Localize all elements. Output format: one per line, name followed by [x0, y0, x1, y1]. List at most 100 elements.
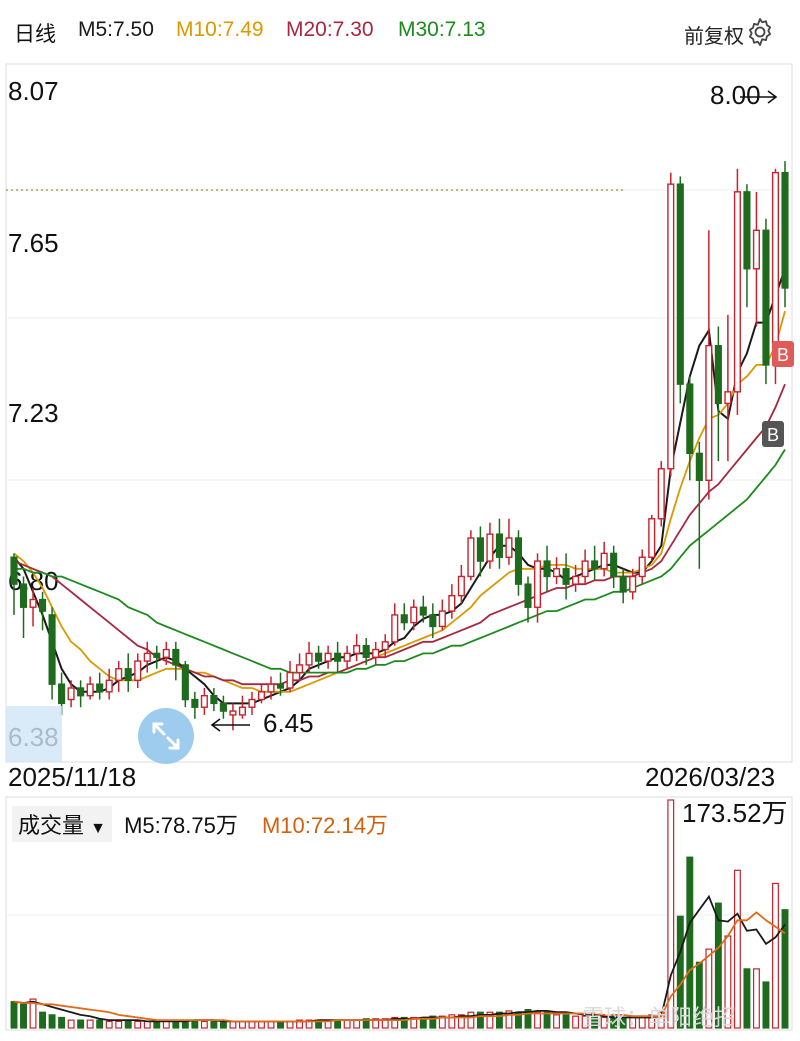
- candle: [172, 641, 180, 681]
- volume-bar: [258, 1020, 265, 1029]
- buy-marker-label: B: [777, 345, 789, 365]
- candle: [610, 545, 618, 588]
- volume-bar: [143, 1020, 151, 1029]
- candle: [10, 553, 18, 615]
- candle: [181, 661, 189, 708]
- candle-body: [714, 344, 722, 405]
- candle: [324, 645, 332, 669]
- candle: [67, 680, 75, 708]
- volume-legend: 成交量 ▼ M5:78.75万 M10:72.14万: [12, 806, 388, 842]
- candle: [124, 653, 132, 692]
- volume-bar: [676, 915, 684, 1029]
- candle-body: [219, 702, 227, 712]
- volume-bar: [124, 1020, 132, 1029]
- candle-body: [191, 698, 199, 708]
- candle-body: [238, 706, 246, 716]
- candle: [591, 545, 599, 581]
- candle-body: [315, 652, 323, 662]
- volume-bar: [105, 1020, 113, 1029]
- volume-bar: [267, 1020, 275, 1029]
- candle-body: [286, 671, 294, 689]
- candle-body: [67, 687, 75, 701]
- period-label[interactable]: 日线: [14, 23, 56, 46]
- y-tick-label: 7.23: [8, 398, 59, 428]
- candle-body: [657, 468, 665, 520]
- volume-bar: [772, 882, 779, 1029]
- scroll-left-handle[interactable]: [6, 706, 62, 762]
- candle: [372, 641, 380, 665]
- candle-body: [391, 614, 399, 643]
- volume-bar: [334, 1019, 342, 1029]
- candle-body: [676, 183, 684, 385]
- candle-body: [257, 691, 266, 701]
- price-panel-frame: [5, 63, 793, 763]
- volume-bar: [229, 1020, 237, 1029]
- candle-body: [553, 568, 561, 578]
- candle: [705, 230, 713, 500]
- candle-body: [115, 668, 123, 682]
- candle-body: [572, 575, 580, 585]
- candle: [648, 514, 656, 562]
- volume-bar: [400, 1016, 408, 1029]
- candle: [200, 688, 208, 715]
- candle: [77, 680, 85, 708]
- end-date-label: 2026/03/23: [645, 762, 775, 792]
- candle-body: [562, 568, 570, 585]
- candle: [134, 653, 142, 688]
- candle-body: [781, 171, 789, 289]
- buy-marker-box: [772, 341, 794, 367]
- ma5-label: M5:7.50: [78, 18, 154, 41]
- candle-body: [524, 583, 532, 608]
- volume-bar: [10, 1001, 18, 1029]
- candle-body: [543, 560, 551, 578]
- candle: [162, 641, 170, 665]
- volume-bar: [705, 948, 713, 1029]
- gear-icon[interactable]: [744, 16, 776, 48]
- volume-panel-frame: [5, 796, 793, 1031]
- max-arrow: [740, 90, 778, 104]
- candle: [29, 588, 37, 627]
- candle-body: [19, 583, 28, 608]
- candle: [96, 672, 104, 700]
- candle: [296, 653, 304, 681]
- candle-body: [733, 191, 741, 393]
- ma-line-m10: [13, 310, 786, 693]
- candle-body: [686, 383, 694, 455]
- candle-body: [695, 452, 703, 482]
- volume-bar: [58, 1016, 66, 1029]
- indicator-selector[interactable]: 成交量 ▼: [12, 806, 112, 842]
- candle-body: [143, 652, 151, 662]
- candle: [619, 568, 627, 604]
- volume-bar: [553, 1014, 561, 1029]
- candle: [553, 557, 561, 585]
- candle: [86, 676, 94, 700]
- candle-body: [400, 614, 408, 624]
- vol-ma10-label: M10:72.14万: [261, 813, 388, 838]
- candle-body: [248, 698, 256, 708]
- candle-body: [353, 644, 361, 655]
- candle-body: [438, 610, 446, 628]
- candle: [115, 661, 123, 692]
- candle: [562, 553, 570, 600]
- candle: [39, 591, 47, 631]
- candle-body: [305, 652, 313, 666]
- volume-bar: [495, 1011, 503, 1029]
- candle: [524, 576, 532, 623]
- volume-bar: [524, 1009, 532, 1029]
- candle: [267, 676, 275, 700]
- candle: [153, 645, 161, 669]
- candle: [733, 168, 741, 415]
- candle: [248, 691, 256, 715]
- caret-down-icon: ▼: [90, 820, 106, 837]
- candle: [400, 603, 408, 631]
- volume-bar: [353, 1019, 361, 1029]
- candle: [219, 695, 227, 719]
- candle-body: [486, 533, 494, 562]
- candle-body: [610, 552, 618, 578]
- adjust-price-button[interactable]: 前复权: [684, 26, 744, 48]
- candle: [676, 176, 684, 404]
- expand-icon[interactable]: [138, 708, 194, 764]
- candle-body: [476, 537, 484, 562]
- candle: [495, 518, 504, 569]
